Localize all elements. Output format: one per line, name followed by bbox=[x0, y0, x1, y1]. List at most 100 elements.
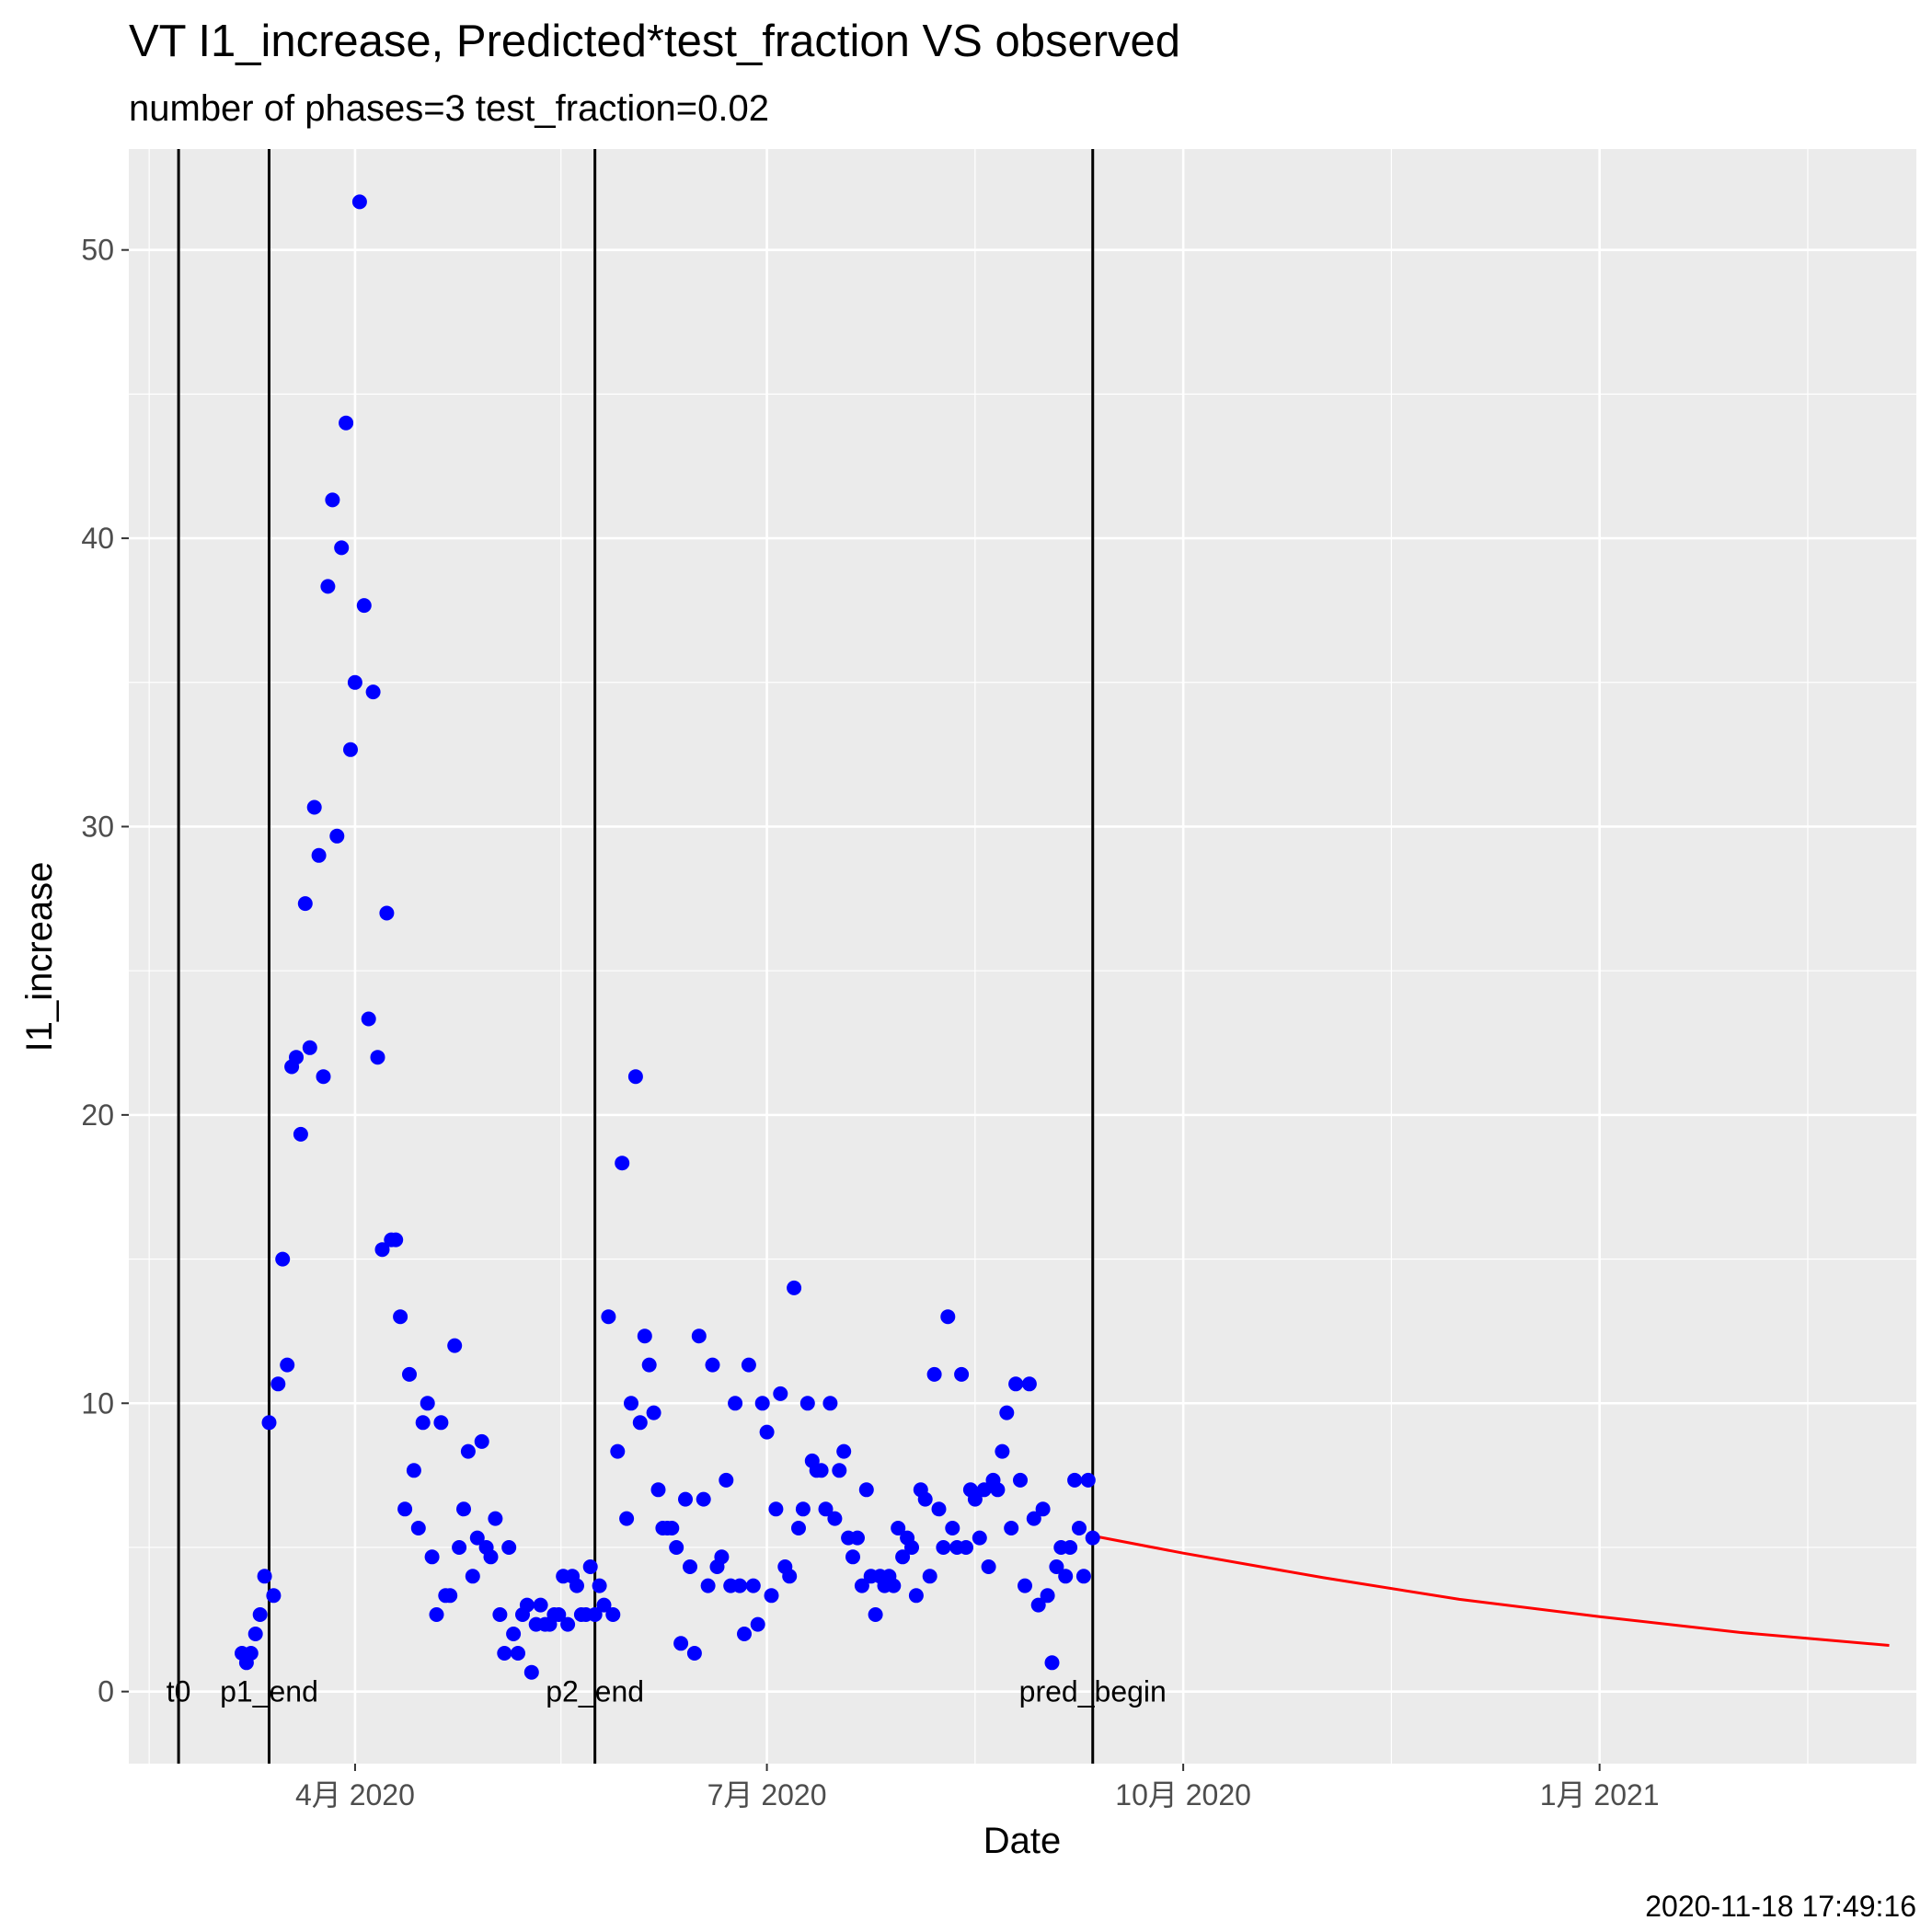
grid-minor bbox=[129, 149, 1916, 1764]
observed-point bbox=[361, 1011, 376, 1027]
observed-point bbox=[1049, 1559, 1064, 1574]
observed-point bbox=[501, 1540, 517, 1555]
observed-point bbox=[601, 1309, 616, 1325]
observed-point bbox=[424, 1549, 440, 1565]
observed-point bbox=[686, 1646, 702, 1661]
observed-point bbox=[764, 1588, 779, 1604]
observed-point bbox=[247, 1627, 263, 1641]
observed-point bbox=[773, 1386, 788, 1401]
observed-point bbox=[754, 1396, 770, 1411]
observed-point bbox=[551, 1607, 567, 1622]
observed-point bbox=[592, 1578, 607, 1593]
observed-point bbox=[343, 742, 358, 757]
observed-point bbox=[854, 1578, 869, 1593]
observed-point bbox=[306, 799, 322, 815]
observed-point bbox=[339, 415, 354, 431]
observed-point bbox=[393, 1309, 408, 1325]
observed-point bbox=[868, 1607, 883, 1622]
observed-point bbox=[257, 1569, 272, 1584]
phase-line-label: t0 bbox=[167, 1675, 191, 1708]
observed-point bbox=[243, 1646, 259, 1661]
observed-point bbox=[1013, 1472, 1028, 1488]
observed-point bbox=[397, 1501, 413, 1517]
observed-point bbox=[280, 1357, 295, 1373]
observed-point bbox=[293, 1126, 308, 1142]
observed-point bbox=[683, 1559, 697, 1574]
observed-point bbox=[1021, 1376, 1037, 1392]
observed-point bbox=[995, 1443, 1010, 1459]
observed-point bbox=[447, 1338, 463, 1353]
observed-point bbox=[1035, 1501, 1051, 1517]
observed-point bbox=[1067, 1472, 1083, 1488]
observed-point bbox=[981, 1559, 996, 1574]
observed-point bbox=[429, 1607, 444, 1622]
chart-title: VT I1_increase, Predicted*test_fraction … bbox=[129, 17, 1180, 66]
observed-point bbox=[836, 1443, 852, 1459]
observed-point bbox=[627, 1069, 643, 1085]
observed-point bbox=[533, 1597, 548, 1613]
observed-point bbox=[582, 1559, 598, 1574]
observed-point bbox=[691, 1328, 707, 1344]
observed-point bbox=[940, 1309, 956, 1325]
predicted-line bbox=[1092, 1534, 1890, 1647]
observed-point bbox=[845, 1549, 860, 1565]
observed-point bbox=[1040, 1588, 1055, 1604]
observed-point bbox=[519, 1597, 535, 1613]
observed-point bbox=[587, 1607, 603, 1622]
x-tick-label: 4月 2020 bbox=[295, 1778, 415, 1811]
observed-point bbox=[745, 1578, 761, 1593]
observed-point bbox=[891, 1521, 906, 1535]
observed-point bbox=[596, 1597, 612, 1613]
observed-point bbox=[415, 1415, 431, 1431]
x-axis-title: Date bbox=[983, 1821, 1062, 1861]
observed-point bbox=[822, 1396, 838, 1411]
observed-point bbox=[492, 1607, 508, 1622]
observed-point bbox=[791, 1521, 806, 1535]
observed-point bbox=[637, 1328, 652, 1344]
observed-point bbox=[669, 1540, 684, 1555]
observed-point bbox=[954, 1366, 970, 1382]
observed-point bbox=[967, 1491, 983, 1507]
observed-point bbox=[443, 1588, 458, 1604]
phase-lines bbox=[177, 149, 1095, 1764]
observed-point bbox=[374, 1242, 390, 1258]
observed-point bbox=[646, 1405, 661, 1420]
observed-point bbox=[922, 1569, 937, 1584]
caption-timestamp: 2020-11-18 17:49:16 bbox=[1645, 1890, 1916, 1923]
observed-point bbox=[483, 1549, 499, 1565]
y-axis-title: I1_increase bbox=[19, 862, 60, 1052]
observed-point bbox=[465, 1569, 480, 1584]
observed-point bbox=[506, 1627, 522, 1641]
observed-point bbox=[275, 1251, 291, 1267]
observed-point bbox=[945, 1521, 960, 1535]
observed-point bbox=[818, 1501, 834, 1517]
x-tick-label: 1月 2021 bbox=[1540, 1778, 1660, 1811]
observed-point bbox=[650, 1482, 666, 1498]
observed-point bbox=[1026, 1511, 1041, 1526]
observed-point bbox=[320, 579, 336, 594]
observed-point bbox=[1018, 1578, 1032, 1593]
observed-point bbox=[782, 1569, 798, 1584]
observed-point bbox=[741, 1357, 756, 1373]
observed-point bbox=[678, 1491, 693, 1507]
observed-point bbox=[886, 1578, 902, 1593]
observed-point bbox=[379, 905, 395, 921]
phase-line-label: p1_end bbox=[220, 1675, 318, 1708]
observed-point bbox=[799, 1396, 815, 1411]
observed-point bbox=[469, 1530, 485, 1546]
observed-point bbox=[1063, 1540, 1078, 1555]
observed-point bbox=[497, 1646, 512, 1661]
observed-point bbox=[904, 1540, 919, 1555]
observed-point bbox=[976, 1482, 992, 1498]
observed-point bbox=[972, 1530, 987, 1546]
observed-point bbox=[1080, 1472, 1096, 1488]
observed-point bbox=[705, 1357, 720, 1373]
observed-point bbox=[832, 1463, 847, 1478]
observed-point bbox=[1004, 1521, 1019, 1535]
chart-subtitle: number of phases=3 test_fraction=0.02 bbox=[129, 88, 769, 129]
x-tick-label: 7月 2020 bbox=[707, 1778, 827, 1811]
observed-point bbox=[388, 1232, 404, 1248]
observed-point bbox=[759, 1424, 775, 1440]
observed-point bbox=[1072, 1521, 1087, 1535]
